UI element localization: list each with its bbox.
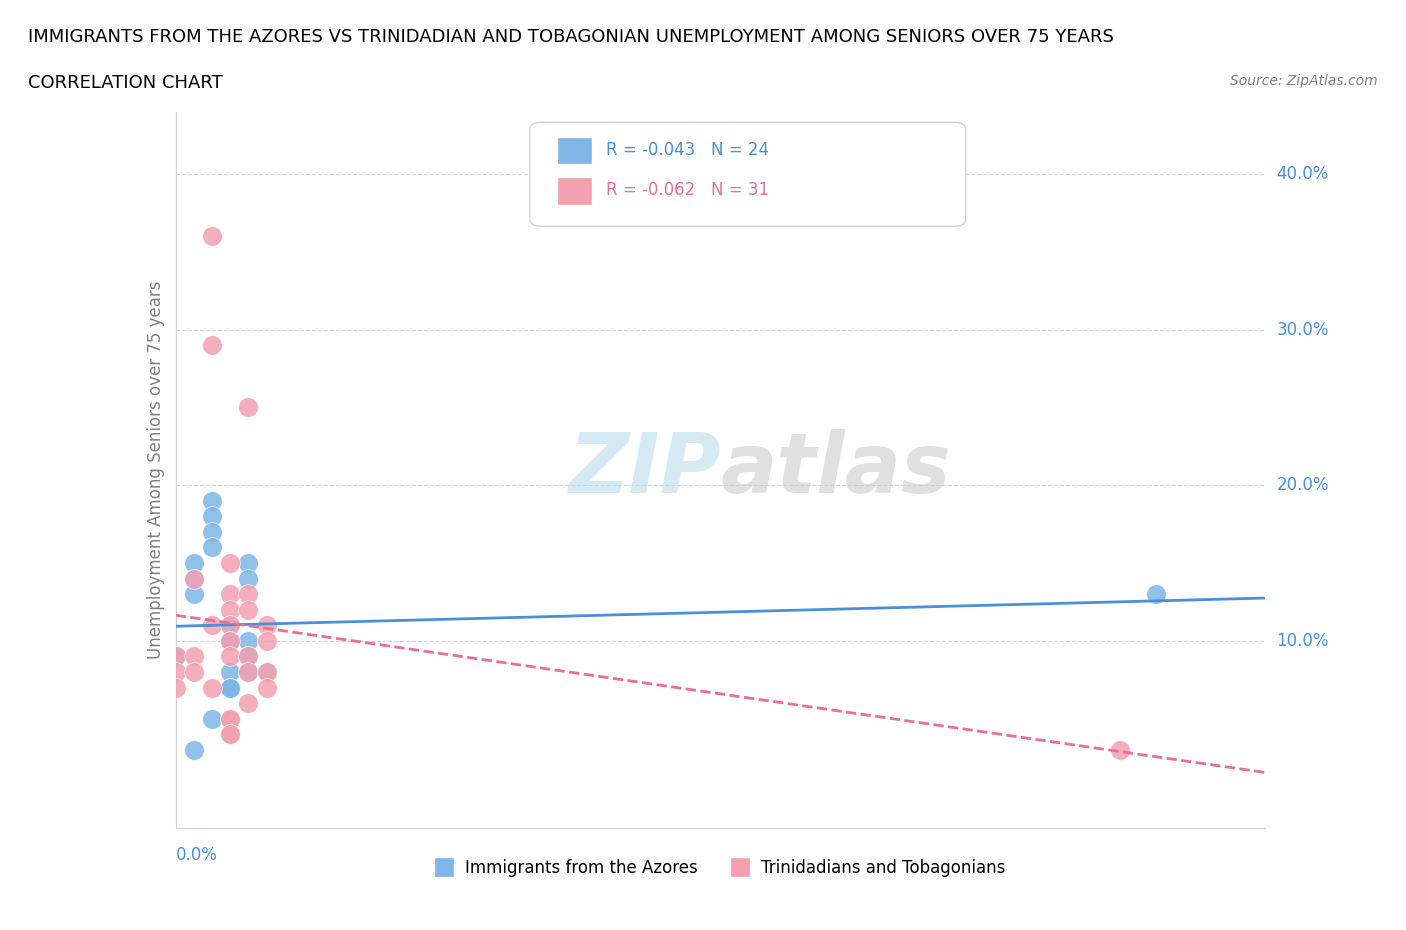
Point — [219, 603, 242, 618]
Point — [219, 680, 242, 695]
Point — [183, 571, 205, 586]
Text: Source: ZipAtlas.com: Source: ZipAtlas.com — [1230, 74, 1378, 88]
Point — [165, 649, 187, 664]
Point — [219, 680, 242, 695]
Text: 20.0%: 20.0% — [1277, 476, 1329, 494]
Point — [219, 633, 242, 648]
FancyBboxPatch shape — [530, 123, 966, 226]
Text: IMMIGRANTS FROM THE AZORES VS TRINIDADIAN AND TOBAGONIAN UNEMPLOYMENT AMONG SENI: IMMIGRANTS FROM THE AZORES VS TRINIDADIA… — [28, 28, 1114, 46]
Text: CORRELATION CHART: CORRELATION CHART — [28, 74, 224, 92]
Point — [219, 727, 242, 742]
Point — [256, 665, 278, 680]
Point — [219, 680, 242, 695]
Point — [1109, 742, 1132, 757]
Text: R = -0.043   N = 24: R = -0.043 N = 24 — [606, 140, 769, 158]
Text: 10.0%: 10.0% — [1277, 631, 1329, 650]
Point — [256, 633, 278, 648]
Point — [238, 665, 260, 680]
Point — [219, 633, 242, 648]
Point — [201, 493, 224, 508]
Point — [201, 509, 224, 524]
Point — [219, 711, 242, 726]
Text: R = -0.062   N = 31: R = -0.062 N = 31 — [606, 181, 769, 199]
Text: 40.0%: 40.0% — [1277, 165, 1329, 183]
Point — [219, 711, 242, 726]
Point — [219, 618, 242, 632]
Point — [238, 696, 260, 711]
Point — [201, 711, 224, 726]
Point — [165, 649, 187, 664]
Point — [201, 525, 224, 539]
Point — [201, 338, 224, 352]
Point — [219, 727, 242, 742]
Text: atlas: atlas — [721, 429, 952, 511]
Text: 0.0%: 0.0% — [176, 845, 218, 864]
Point — [183, 587, 205, 602]
Point — [238, 649, 260, 664]
Point — [183, 571, 205, 586]
Point — [219, 555, 242, 570]
Point — [238, 603, 260, 618]
Point — [238, 649, 260, 664]
Point — [238, 587, 260, 602]
Bar — [557, 137, 592, 164]
Text: ZIP: ZIP — [568, 429, 721, 511]
Point — [219, 649, 242, 664]
Point — [165, 665, 187, 680]
Point — [183, 555, 205, 570]
Point — [238, 633, 260, 648]
Point — [238, 665, 260, 680]
Point — [201, 680, 224, 695]
Point — [219, 618, 242, 632]
Point — [238, 555, 260, 570]
Point — [183, 649, 205, 664]
Point — [219, 633, 242, 648]
Y-axis label: Unemployment Among Seniors over 75 years: Unemployment Among Seniors over 75 years — [146, 281, 165, 658]
Point — [201, 229, 224, 244]
Text: 30.0%: 30.0% — [1277, 321, 1329, 339]
Point — [238, 571, 260, 586]
Point — [201, 540, 224, 555]
Point — [238, 400, 260, 415]
Point — [201, 618, 224, 632]
Point — [219, 665, 242, 680]
Bar — [557, 178, 592, 205]
Point — [1146, 587, 1168, 602]
Point — [183, 665, 205, 680]
Point — [219, 587, 242, 602]
Legend: Immigrants from the Azores, Trinidadians and Tobagonians: Immigrants from the Azores, Trinidadians… — [429, 853, 1012, 884]
Point — [256, 665, 278, 680]
Point — [256, 618, 278, 632]
Point — [256, 680, 278, 695]
Point — [183, 742, 205, 757]
Point — [165, 680, 187, 695]
